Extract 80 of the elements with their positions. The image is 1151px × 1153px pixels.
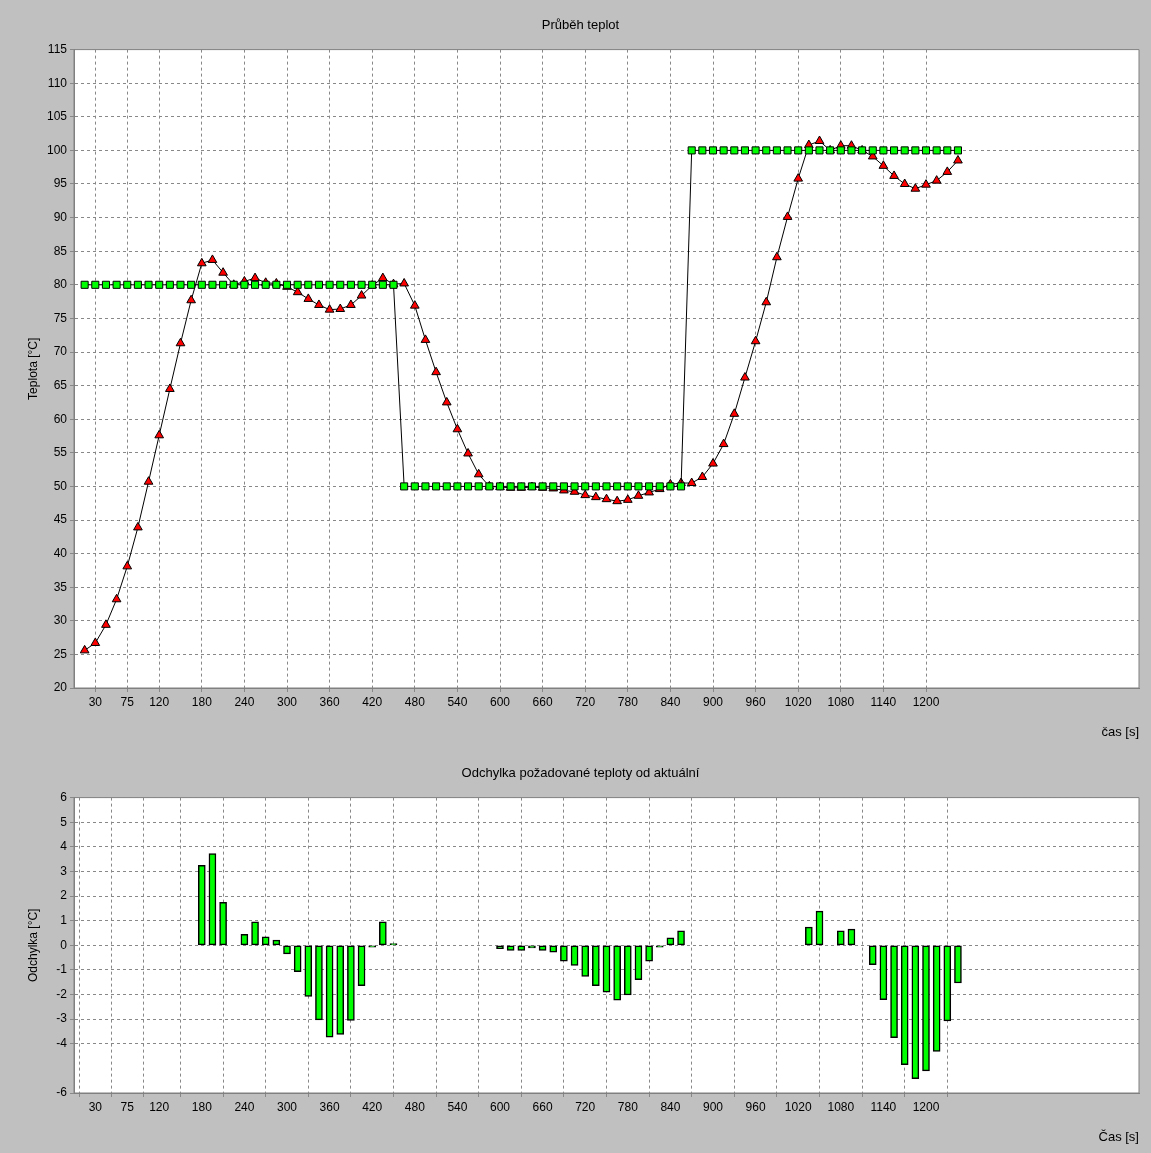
y-tick-label: 30 (53, 613, 68, 628)
x-tick-label: 420 (362, 694, 383, 709)
y-tick-label: 6 (60, 789, 68, 804)
x-tick-label: 75 (120, 694, 135, 709)
y-tick-label: 2 (60, 888, 68, 903)
y-tick-label: 105 (46, 109, 68, 124)
x-tick-label: 1140 (870, 694, 897, 709)
x-tick-label: 600 (489, 1099, 511, 1114)
y-tick-label: -2 (56, 986, 68, 1001)
chart-title: Průběh teplot (541, 17, 620, 33)
x-tick-label: 180 (191, 1099, 213, 1114)
x-tick-label: 1020 (784, 1099, 812, 1114)
x-tick-label: 660 (532, 1099, 553, 1114)
y-tick-label: 0 (60, 937, 68, 952)
x-tick-label: 780 (617, 694, 639, 709)
y-tick-label: -4 (56, 1036, 68, 1051)
x-tick-label: 540 (447, 1099, 468, 1114)
x-tick-label: 420 (362, 1099, 383, 1114)
y-tick-label: 40 (53, 545, 68, 560)
y-tick-label: 80 (53, 277, 68, 292)
x-tick-label: 840 (660, 1099, 681, 1114)
x-tick-label: 1080 (827, 1099, 855, 1114)
y-tick-label: 55 (53, 445, 68, 460)
x-tick-label: 300 (276, 694, 298, 709)
x-tick-label: 120 (149, 1099, 170, 1114)
x-tick-label: 840 (660, 694, 681, 709)
x-tick-label: 540 (447, 694, 468, 709)
y-tick-label: 65 (53, 377, 68, 392)
x-tick-label: 30 (88, 1099, 103, 1114)
x-tick-label: 480 (404, 1099, 426, 1114)
x-tick-label: 240 (234, 1099, 255, 1114)
y-tick-label: 70 (53, 344, 68, 359)
y-tick-label: 20 (53, 680, 68, 695)
chart-title: Odchylka požadované teploty od aktuální (461, 765, 700, 781)
x-tick-label: 120 (149, 694, 170, 709)
x-tick-label: 1080 (827, 694, 855, 709)
y-tick-label: 50 (53, 478, 68, 493)
y-tick-label: -6 (56, 1085, 68, 1100)
x-tick-label: 360 (319, 1099, 340, 1114)
x-tick-label: 600 (489, 694, 511, 709)
y-tick-label: 3 (60, 863, 68, 878)
y-tick-label: 90 (53, 209, 68, 224)
x-tick-label: 1020 (784, 694, 812, 709)
x-axis-title: čas [s] (1101, 723, 1139, 739)
y-tick-label: -1 (56, 962, 68, 977)
y-tick-label: 35 (53, 579, 68, 594)
x-tick-label: 1140 (870, 1099, 897, 1114)
x-tick-label: 360 (319, 694, 340, 709)
x-tick-label: 180 (191, 694, 213, 709)
x-tick-label: 720 (575, 694, 596, 709)
x-tick-label: 960 (745, 1099, 766, 1114)
y-tick-label: 45 (53, 512, 68, 527)
x-tick-label: 780 (617, 1099, 639, 1114)
y-tick-label: -3 (56, 1011, 68, 1026)
x-tick-label: 480 (404, 694, 426, 709)
y-tick-label: 115 (47, 41, 68, 56)
x-tick-label: 900 (702, 694, 724, 709)
x-tick-label: 1200 (912, 694, 940, 709)
y-tick-label: 1 (60, 913, 68, 927)
x-tick-label: 300 (276, 1099, 298, 1114)
x-tick-label: 75 (120, 1099, 135, 1114)
x-tick-label: 30 (88, 694, 103, 709)
y-axis-title: Teplota [°C] (25, 337, 40, 400)
x-tick-label: 1200 (912, 1099, 940, 1114)
x-tick-label: 240 (234, 694, 255, 709)
y-tick-label: 4 (60, 839, 68, 854)
y-tick-label: 25 (53, 646, 68, 661)
x-axis-title: Čas [s] (1098, 1128, 1139, 1144)
y-tick-label: 75 (53, 310, 68, 325)
x-tick-label: 660 (532, 694, 553, 709)
y-tick-label: 100 (46, 142, 68, 157)
x-tick-label: 900 (702, 1099, 724, 1114)
y-tick-label: 110 (47, 75, 68, 90)
x-tick-label: 960 (745, 694, 766, 709)
y-tick-label: 60 (53, 411, 68, 426)
x-tick-label: 720 (575, 1099, 596, 1114)
y-axis-title: Odchylka [°C] (25, 908, 40, 983)
y-tick-label: 85 (53, 243, 68, 258)
y-tick-label: 5 (60, 814, 68, 829)
y-tick-label: 95 (53, 176, 68, 191)
